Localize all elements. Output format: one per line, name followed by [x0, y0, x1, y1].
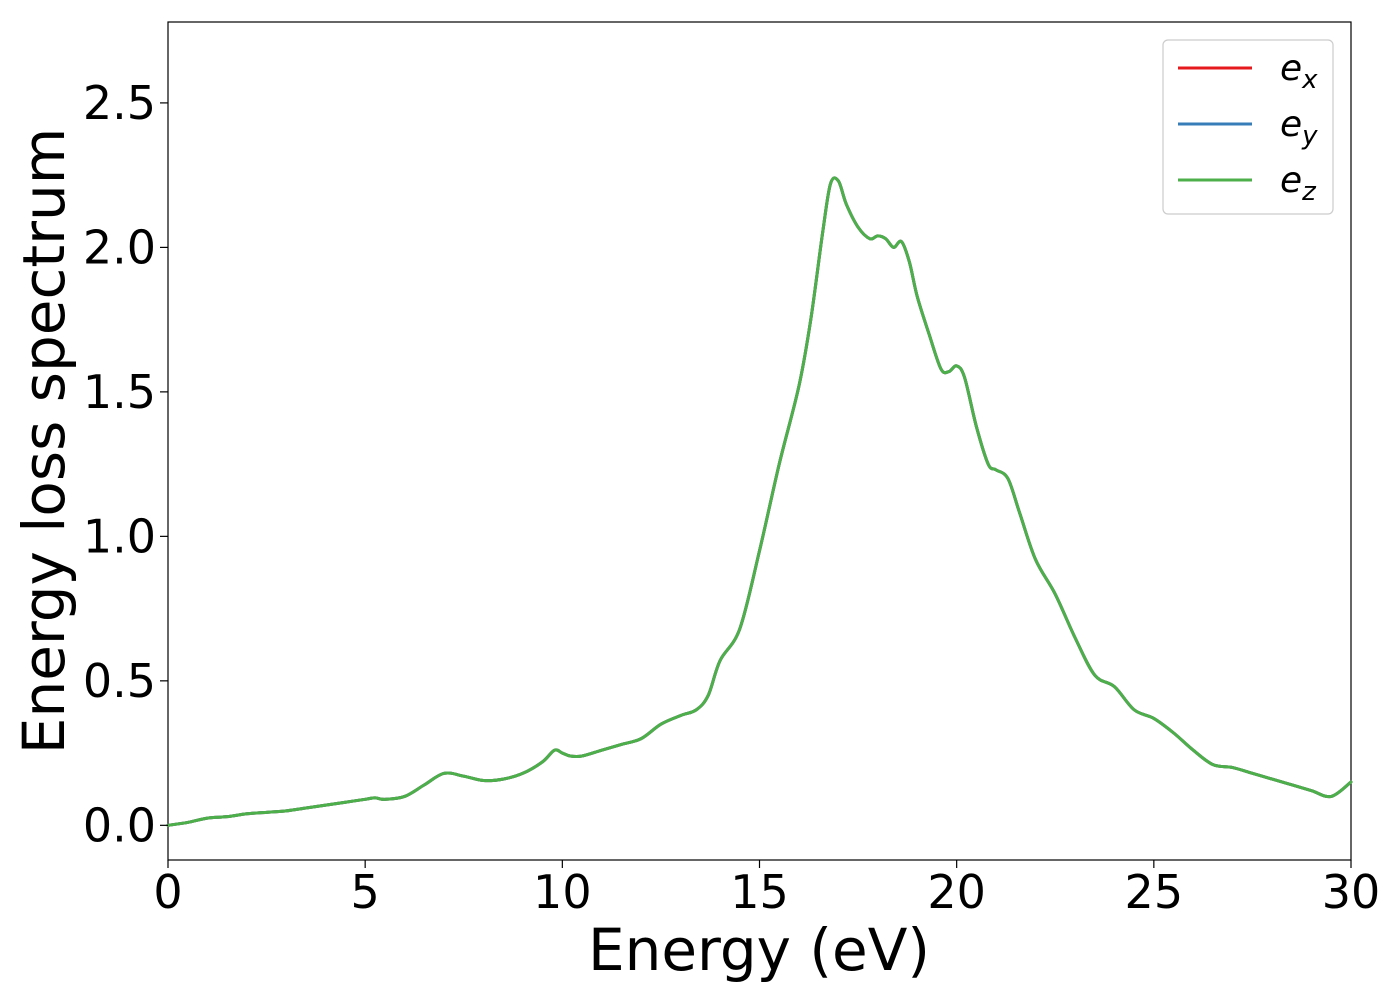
x-tick-label: 15	[730, 865, 789, 919]
y-tick-label: 2.5	[83, 76, 156, 130]
x-axis-ticks: 0 5 10 15 20 25 30	[153, 860, 1380, 919]
legend: ex ey ez	[1162, 39, 1334, 215]
y-tick-label: 0.5	[83, 654, 156, 708]
series-layer	[166, 176, 1353, 827]
y-tick-label: 1.5	[83, 365, 156, 419]
x-tick-label: 30	[1322, 865, 1381, 919]
series-line-z	[166, 176, 1353, 827]
x-tick-label: 20	[927, 865, 986, 919]
legend-frame	[1162, 39, 1334, 215]
legend-label-y: ey	[1280, 104, 1318, 151]
legend-items: ex ey ez	[1178, 48, 1318, 207]
plot-frame	[167, 21, 1352, 861]
x-tick-label: 25	[1125, 865, 1184, 919]
legend-label-z: ez	[1280, 160, 1317, 207]
x-tick-label: 5	[351, 865, 380, 919]
legend-label-x: ex	[1280, 48, 1318, 95]
y-axis-ticks: 0.0 0.5 1.0 1.5 2.0 2.5	[83, 76, 168, 852]
y-tick-label: 1.0	[83, 509, 156, 563]
x-tick-label: 10	[533, 865, 592, 919]
y-axis-title: Energy loss spectrum	[10, 128, 78, 754]
y-tick-label: 2.0	[83, 220, 156, 274]
x-tick-label: 0	[153, 865, 182, 919]
y-tick-label: 0.0	[83, 798, 156, 852]
plot-area	[166, 21, 1353, 861]
x-axis-title: Energy (eV)	[588, 916, 930, 984]
